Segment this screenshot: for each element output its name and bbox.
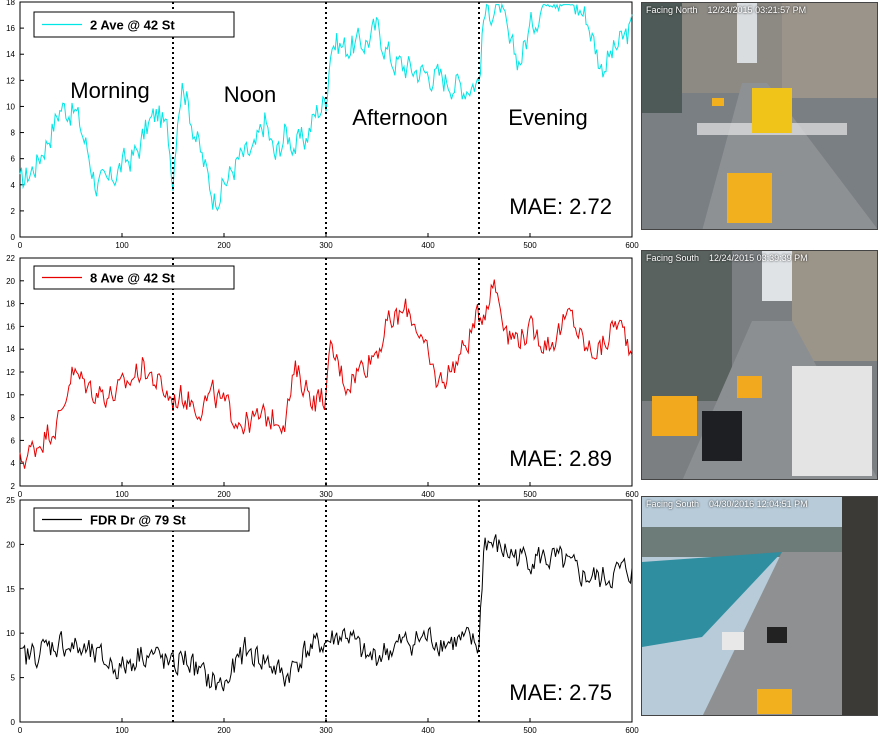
- y-tick-label: 12: [6, 76, 15, 85]
- camera-label: Facing South 12/24/2015 03:39:39 PM: [646, 253, 808, 263]
- x-tick-label: 500: [523, 490, 537, 499]
- y-tick-label: 14: [6, 345, 15, 354]
- y-tick-label: 20: [6, 277, 15, 286]
- x-tick-label: 500: [523, 726, 537, 735]
- y-tick-label: 4: [11, 181, 16, 190]
- x-tick-label: 200: [217, 726, 231, 735]
- y-tick-label: 25: [6, 496, 15, 505]
- mae-annotation: MAE: 2.72: [509, 194, 612, 219]
- camera-scene: [642, 251, 877, 479]
- camera-scene: [642, 3, 877, 229]
- period-label: Evening: [508, 105, 588, 130]
- legend-label: 8 Ave @ 42 St: [90, 271, 175, 286]
- chart-panel-2: 0 100 200 300 400 500 600 2 4 6 8 10 12 14 16 18 20 22 8 A…: [6, 254, 639, 499]
- y-tick-label: 22: [6, 254, 15, 263]
- y-tick-label: 6: [11, 155, 16, 164]
- legend-box: [33, 507, 250, 532]
- series-line: [19, 534, 633, 692]
- camera-image-8-ave: Facing South 12/24/2015 03:39:39 PM: [641, 250, 878, 480]
- x-tick-label: 600: [625, 490, 639, 499]
- x-tick-label: 0: [18, 726, 23, 735]
- legend-label: 2 Ave @ 42 St: [90, 18, 175, 33]
- y-tick-label: 8: [11, 129, 16, 138]
- x-tick-label: 300: [319, 726, 333, 735]
- legend-label: FDR Dr @ 79 St: [90, 513, 186, 528]
- y-tick-label: 18: [6, 0, 15, 7]
- mae-annotation: MAE: 2.75: [509, 680, 612, 705]
- series-line: [19, 2, 633, 212]
- x-tick-label: 0: [18, 241, 23, 250]
- mae-annotation: MAE: 2.89: [509, 446, 612, 471]
- x-tick-label: 200: [217, 241, 231, 250]
- y-tick-label: 15: [6, 585, 15, 594]
- camera-scene: [642, 497, 877, 715]
- y-tick-label: 6: [11, 436, 16, 445]
- x-tick-label: 600: [625, 241, 639, 250]
- y-tick-label: 12: [6, 368, 15, 377]
- y-tick-label: 10: [6, 391, 15, 400]
- camera-label: Facing North 12/24/2015 03:21:57 PM: [646, 5, 807, 15]
- camera-label: Facing South 04/30/2016 12:04:51 PM: [646, 499, 808, 509]
- x-tick-label: 100: [115, 241, 129, 250]
- y-tick-label: 0: [11, 233, 16, 242]
- y-tick-label: 10: [6, 629, 15, 638]
- period-label: Morning: [70, 78, 149, 103]
- x-tick-label: 500: [523, 241, 537, 250]
- y-tick-label: 14: [6, 50, 15, 59]
- y-tick-label: 4: [11, 459, 16, 468]
- camera-image-2-ave: Facing North 12/24/2015 03:21:57 PM: [641, 2, 878, 230]
- x-tick-label: 0: [18, 490, 23, 499]
- x-tick-label: 300: [319, 241, 333, 250]
- x-tick-label: 400: [421, 490, 435, 499]
- x-tick-label: 400: [421, 241, 435, 250]
- y-tick-label: 16: [6, 322, 15, 331]
- x-tick-label: 600: [625, 726, 639, 735]
- y-tick-label: 2: [11, 482, 16, 491]
- y-tick-label: 2: [11, 207, 16, 216]
- legend-box: [33, 265, 235, 290]
- x-tick-label: 100: [115, 490, 129, 499]
- y-tick-label: 5: [11, 674, 16, 683]
- chart-panel-3: 0 100 200 300 400 500 600 0 5 10 15 20 25 FDR Dr @ 79…: [6, 496, 639, 735]
- y-tick-label: 10: [6, 102, 15, 111]
- y-tick-label: 18: [6, 300, 15, 309]
- y-tick-label: 8: [11, 414, 16, 423]
- y-tick-label: 20: [6, 540, 15, 549]
- y-tick-label: 16: [6, 24, 15, 33]
- period-label: Afternoon: [352, 105, 447, 130]
- x-tick-label: 300: [319, 490, 333, 499]
- x-tick-label: 100: [115, 726, 129, 735]
- chart-panel-1: 0 100 200 300 400 500 600 0 2 4 6 8 10 12 14 16 18 2 Ave …: [6, 0, 639, 250]
- x-tick-label: 400: [421, 726, 435, 735]
- period-label: Noon: [224, 82, 277, 107]
- y-tick-label: 0: [11, 718, 16, 727]
- x-tick-label: 200: [217, 490, 231, 499]
- camera-image-fdr-dr: Facing South 04/30/2016 12:04:51 PM: [641, 496, 878, 716]
